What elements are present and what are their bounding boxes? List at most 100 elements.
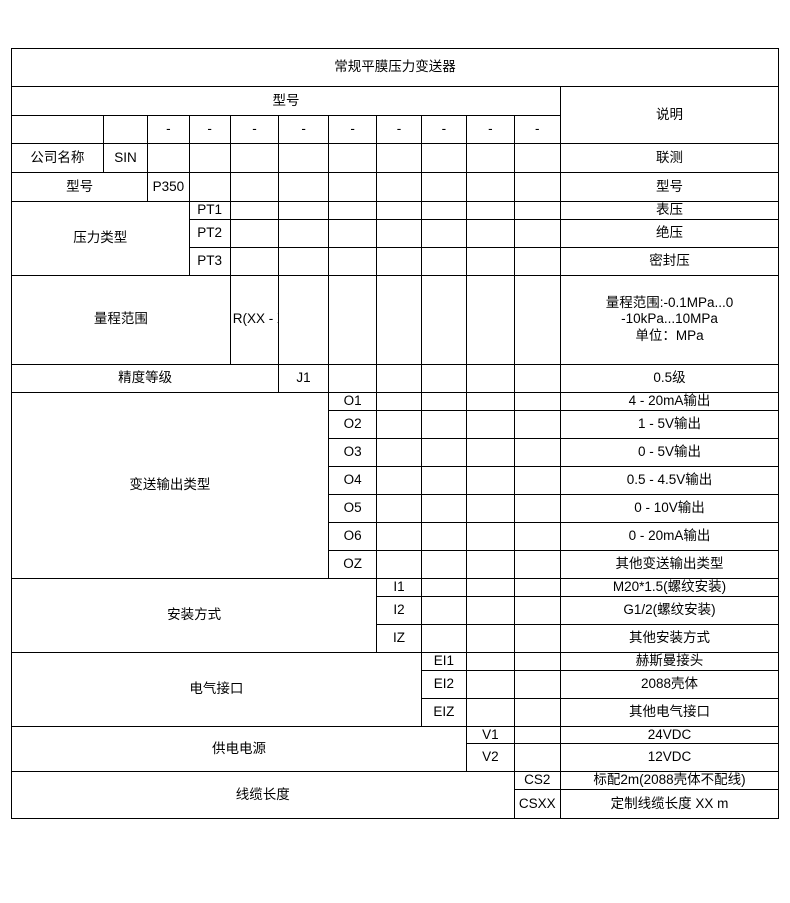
blank-cell (420, 172, 468, 202)
description-electrical-eiz: 其他电气接口 (560, 697, 779, 727)
code-electrical-ei2: EI2 (420, 669, 468, 699)
description-output-type-o1: 4 - 20mA输出 (560, 391, 779, 411)
row-output-type-o5: O5 0 - 10V输出 (12, 493, 779, 523)
label-pressure-type: 压力类型 (11, 201, 190, 276)
blank-cell (278, 143, 329, 173)
description-power-v2: 12VDC (560, 743, 779, 773)
code-electrical-eiz: EIZ (420, 697, 468, 727)
blank-cell (376, 363, 422, 393)
description-electrical-ei2: 2088壳体 (560, 669, 779, 699)
page-title: 常规平膜压力变送器 (11, 48, 779, 87)
label-electrical-interface: 电气接口 (11, 651, 422, 727)
row-output-type-o6: O6 0 - 20mA输出 (12, 521, 779, 551)
row-electrical-eiz: EIZ 其他电气接口 (12, 697, 779, 727)
label-accuracy: 精度等级 (10, 363, 280, 393)
blank-cell (376, 549, 422, 579)
blank-cell (513, 521, 562, 551)
blank-cell (420, 623, 468, 653)
blank-cell (420, 521, 468, 551)
blank-cell (376, 172, 422, 202)
separator-cell-blank-1 (11, 115, 104, 144)
code-range: R(XX - XX) (229, 274, 280, 365)
separator-dash-2: - (188, 115, 231, 144)
blank-cell (420, 201, 468, 220)
label-range: 量程范围 (11, 274, 231, 365)
row-mounting-i1: 安装方式 I1 M20*1.5(螺纹安装) (10, 577, 779, 653)
blank-cell (466, 409, 515, 439)
description-company-name: 联测 (560, 143, 779, 173)
blank-cell (278, 172, 329, 202)
description-mounting-iz: 其他安装方式 (560, 623, 779, 653)
blank-cell (513, 172, 562, 202)
blank-cell (420, 391, 468, 411)
blank-cell (513, 577, 562, 597)
code-output-type-o5: O5 (327, 493, 378, 523)
row-output-type-o3: O3 0 - 5V输出 (12, 437, 779, 467)
blank-cell (327, 218, 378, 248)
blank-cell (466, 246, 515, 276)
blank-cell (513, 697, 562, 727)
row-output-type-oz: OZ 其他变送输出类型 (12, 549, 779, 579)
blank-cell (513, 363, 562, 393)
header-description-label: 说明 (560, 86, 779, 144)
row-pressure-type-pt1: 压力类型 PT1 表压 (11, 201, 779, 276)
blank-cell (513, 201, 562, 220)
table-title-row: 常规平膜压力变送器 (11, 48, 779, 87)
blank-cell (513, 143, 562, 173)
description-model: 型号 (560, 172, 779, 202)
blank-cell (466, 391, 515, 411)
code-pressure-type-pt3: PT3 (188, 246, 231, 276)
row-electrical-ei1: 电气接口 EI1 赫斯曼接头 (11, 651, 779, 727)
description-pressure-type-pt3: 密封压 (560, 246, 779, 276)
blank-cell (327, 246, 378, 276)
code-mounting-iz: IZ (376, 623, 422, 653)
blank-cell (420, 493, 468, 523)
blank-cell (278, 246, 329, 276)
separator-dash-6: - (376, 115, 422, 144)
code-output-type-o1: O1 (327, 391, 378, 411)
blank-cell (376, 218, 422, 248)
row-accuracy: 精度等级 J1 0.5级 (10, 363, 779, 393)
blank-cell (513, 493, 562, 523)
description-cable-csxx: 定制线缆长度 XX m (560, 789, 779, 820)
code-cable-csxx: CSXX (513, 789, 562, 820)
blank-cell (376, 246, 422, 276)
blank-cell (376, 437, 422, 467)
description-output-type-o6: 0 - 20mA输出 (560, 521, 779, 551)
table-header-row: 型号 说明 (10, 86, 779, 144)
row-output-type-o2: O2 1 - 5V输出 (12, 409, 779, 439)
label-output-type: 变送输出类型 (11, 391, 329, 579)
label-company-name: 公司名称 (11, 143, 104, 173)
blank-cell (466, 549, 515, 579)
row-power-v2: V2 12VDC (12, 743, 779, 773)
separator-dash-9: - (513, 115, 562, 144)
blank-cell (376, 409, 422, 439)
row-output-type-o4: O4 0.5 - 4.5V输出 (12, 465, 779, 495)
blank-cell (376, 521, 422, 551)
label-power-supply: 供电电源 (10, 725, 468, 773)
row-range: 量程范围 R(XX - XX) 量程范围:-0.1MPa...0 -10kPa.… (11, 274, 779, 365)
code-model: P350 (147, 172, 190, 202)
range-line-3: 单位：MPa (635, 328, 704, 344)
label-mounting: 安装方式 (10, 577, 378, 653)
blank-cell (420, 465, 468, 495)
blank-cell (278, 218, 329, 248)
blank-cell (420, 409, 468, 439)
blank-cell (188, 143, 231, 173)
separator-dash-4: - (278, 115, 329, 144)
blank-cell (466, 201, 515, 220)
row-pressure-type-pt3: PT3 密封压 (12, 246, 779, 276)
description-power-v1: 24VDC (560, 725, 779, 745)
code-electrical-ei1: EI1 (420, 651, 468, 671)
blank-cell (513, 218, 562, 248)
blank-cell (513, 246, 562, 276)
blank-cell (229, 143, 280, 173)
blank-cell (466, 697, 515, 727)
blank-cell (466, 465, 515, 495)
row-electrical-ei2: EI2 2088壳体 (12, 669, 779, 699)
label-cable-length: 线缆长度 (11, 771, 515, 820)
blank-cell (513, 465, 562, 495)
blank-cell (513, 623, 562, 653)
description-output-type-o4: 0.5 - 4.5V输出 (560, 465, 779, 495)
row-output-type-o1: 变送输出类型 O1 4 - 20mA输出 (11, 391, 779, 579)
